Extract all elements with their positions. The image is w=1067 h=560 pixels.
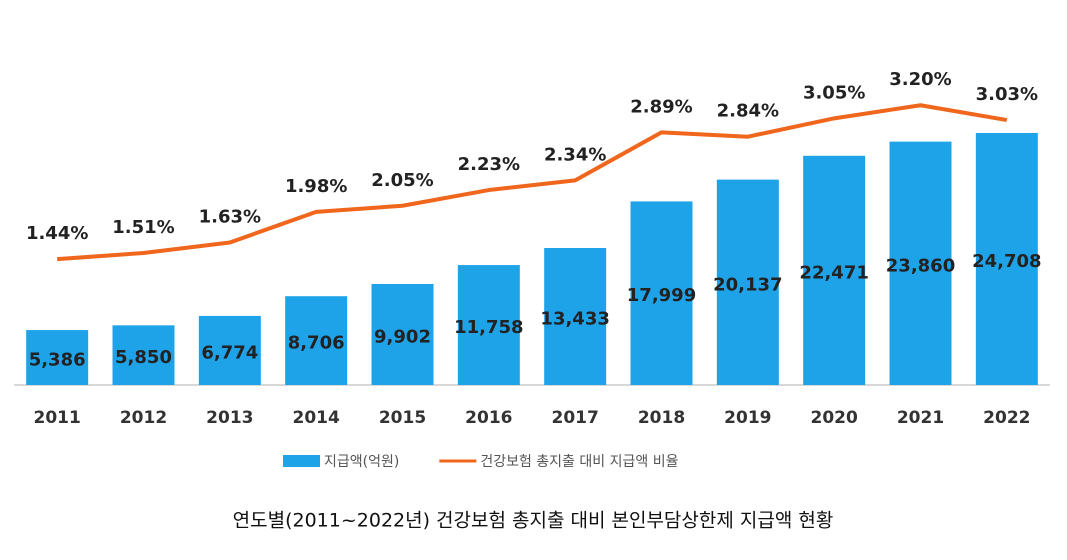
line-value-label: 2.05% [371, 170, 433, 191]
x-tick-label: 2014 [293, 408, 340, 428]
line-value-label: 2.23% [458, 154, 520, 175]
line [57, 103, 1008, 262]
line-value-label: 1.44% [26, 223, 88, 244]
bar-value-label: 20,137 [713, 274, 782, 295]
bar-value-label: 11,758 [454, 317, 523, 338]
line-value-label: 1.63% [199, 206, 261, 227]
x-tick-label: 2022 [983, 408, 1030, 428]
bar-value-label: 23,860 [886, 255, 955, 276]
bar [112, 325, 175, 385]
x-tick-label: 2019 [724, 408, 771, 428]
bar [544, 247, 607, 385]
x-tick-label: 2012 [120, 408, 167, 428]
line-value-label: 1.98% [285, 176, 347, 197]
bar-value-label: 8,706 [288, 333, 345, 354]
line-value-label: 3.05% [803, 82, 865, 103]
line-value-label: 3.20% [889, 69, 951, 90]
x-tick-label: 2016 [465, 408, 512, 428]
x-tick-label: 2011 [34, 408, 81, 428]
bar [285, 296, 348, 385]
bar-value-label: 9,902 [374, 326, 431, 347]
bar [457, 265, 520, 385]
x-tick-label: 2017 [552, 408, 599, 428]
bar-value-label: 13,433 [540, 308, 609, 329]
legend-label: 건강보험 총지출 대비 지급액 비율 [480, 454, 678, 470]
legend-label: 지급액(억원) [324, 454, 399, 470]
x-tick-label: 2018 [638, 408, 685, 428]
bar [198, 315, 261, 385]
bar-value-label: 6,774 [201, 342, 258, 363]
bar [889, 141, 952, 385]
bar [975, 132, 1038, 385]
bar-value-label: 5,850 [115, 347, 172, 368]
bar [630, 201, 693, 385]
bar-value-label: 22,471 [799, 262, 868, 283]
chart-title: 연도별(2011~2022년) 건강보험 총지출 대비 본인부담상한제 지급액 … [233, 510, 834, 532]
bar-value-label: 17,999 [627, 285, 696, 306]
bar-value-label: 5,386 [29, 350, 86, 371]
x-tick-label: 2015 [379, 408, 426, 428]
x-tick-label: 2013 [206, 408, 253, 428]
line-value-label: 2.89% [630, 96, 692, 117]
x-tick-label: 2021 [897, 408, 944, 428]
bar [26, 330, 89, 385]
line-value-label: 1.51% [112, 217, 174, 238]
legend-swatch [283, 455, 320, 467]
line-value-label: 2.84% [717, 101, 779, 122]
x-tick-label: 2020 [811, 408, 858, 428]
line-value-label: 2.34% [544, 144, 606, 165]
line-value-label: 3.03% [976, 84, 1038, 105]
bar-value-label: 24,708 [972, 251, 1041, 272]
bar [803, 155, 866, 385]
bar [716, 179, 779, 385]
bar [371, 283, 434, 385]
